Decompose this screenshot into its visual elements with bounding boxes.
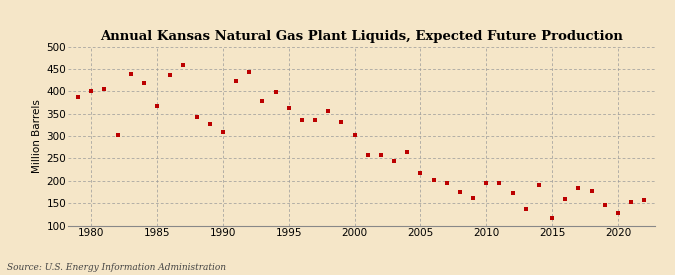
Point: [507, 191, 518, 195]
Point: [599, 203, 610, 208]
Point: [270, 90, 281, 95]
Point: [454, 190, 465, 195]
Point: [217, 130, 228, 134]
Point: [415, 171, 426, 175]
Point: [362, 153, 373, 157]
Point: [178, 62, 189, 67]
Point: [626, 200, 637, 204]
Point: [323, 109, 333, 113]
Point: [231, 78, 242, 83]
Point: [375, 153, 386, 157]
Point: [481, 180, 491, 185]
Point: [468, 196, 479, 200]
Point: [112, 133, 123, 138]
Point: [126, 71, 136, 76]
Point: [560, 196, 570, 201]
Text: Source: U.S. Energy Information Administration: Source: U.S. Energy Information Administ…: [7, 263, 225, 272]
Point: [138, 80, 149, 85]
Point: [547, 216, 558, 221]
Point: [336, 120, 347, 124]
Point: [86, 89, 97, 94]
Point: [520, 206, 531, 211]
Y-axis label: Million Barrels: Million Barrels: [32, 99, 43, 173]
Point: [244, 70, 254, 75]
Point: [99, 87, 110, 91]
Point: [310, 118, 321, 123]
Point: [257, 99, 268, 103]
Point: [389, 158, 400, 163]
Point: [165, 73, 176, 77]
Point: [441, 181, 452, 186]
Point: [639, 198, 649, 202]
Point: [73, 95, 84, 99]
Point: [612, 211, 623, 216]
Point: [586, 188, 597, 193]
Point: [284, 106, 294, 110]
Point: [349, 133, 360, 138]
Point: [205, 121, 215, 126]
Point: [533, 183, 544, 187]
Point: [494, 181, 505, 186]
Title: Annual Kansas Natural Gas Plant Liquids, Expected Future Production: Annual Kansas Natural Gas Plant Liquids,…: [100, 30, 622, 43]
Point: [191, 115, 202, 119]
Point: [152, 103, 163, 108]
Point: [428, 178, 439, 183]
Point: [402, 150, 412, 154]
Point: [296, 117, 307, 122]
Point: [573, 186, 584, 191]
